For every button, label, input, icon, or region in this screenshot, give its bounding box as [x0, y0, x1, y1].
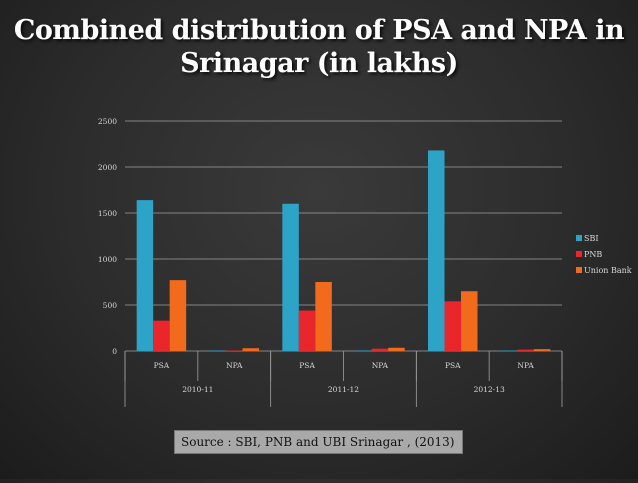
bar-union-bank	[243, 348, 260, 351]
bar-pnb	[153, 321, 170, 351]
legend-label: PNB	[584, 250, 602, 259]
group-label: 2011-12	[328, 385, 359, 394]
bar-union-bank	[388, 348, 405, 351]
group-label: 2012-13	[474, 385, 505, 394]
bar-sbi	[137, 200, 154, 351]
bar-union-bank	[534, 349, 551, 351]
bar-union-bank	[170, 280, 187, 351]
legend-label: Union Bank	[584, 266, 632, 275]
bar-union-bank	[315, 282, 332, 351]
y-tick-label: 2000	[98, 163, 117, 172]
y-tick-label: 2500	[98, 117, 117, 126]
legend-swatch	[576, 267, 582, 273]
source-caption: Source : SBI, PNB and UBI Srinagar , (20…	[174, 430, 463, 454]
legend-swatch	[576, 251, 582, 257]
bar-sbi	[282, 204, 299, 351]
legend-swatch	[576, 235, 582, 241]
x-tick-label: NPA	[517, 361, 534, 370]
y-tick-label: 0	[112, 347, 117, 356]
group-label: 2010-11	[182, 385, 213, 394]
bar-sbi	[428, 150, 445, 351]
x-tick-label: PSA	[299, 361, 315, 370]
x-tick-label: PSA	[154, 361, 170, 370]
y-tick-label: 1500	[98, 209, 117, 218]
bar-pnb	[299, 311, 316, 351]
bar-pnb	[372, 349, 389, 351]
y-tick-label: 1000	[98, 255, 117, 264]
x-tick-label: NPA	[372, 361, 389, 370]
bar-pnb	[517, 350, 534, 351]
bar-union-bank	[461, 291, 478, 351]
y-tick-label: 500	[103, 301, 118, 310]
x-tick-label: PSA	[445, 361, 461, 370]
bar-pnb	[445, 301, 462, 351]
x-tick-label: NPA	[226, 361, 243, 370]
legend-label: SBI	[584, 234, 599, 243]
